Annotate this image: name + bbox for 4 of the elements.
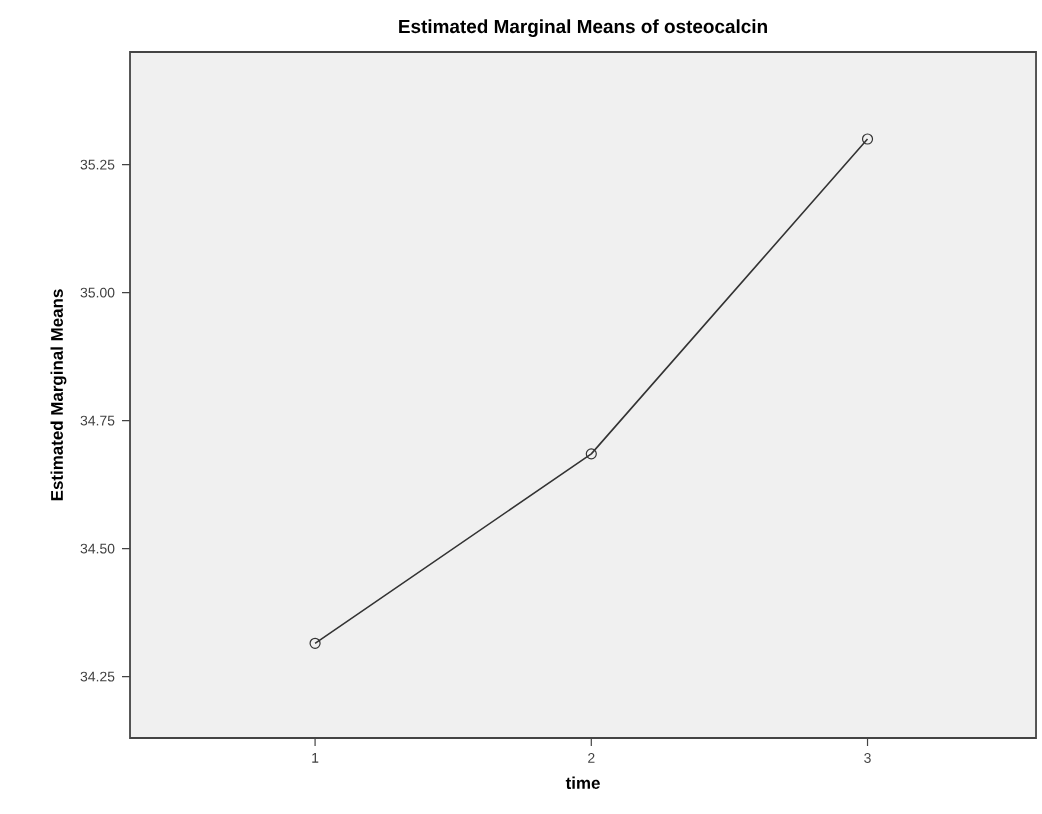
y-axis-title: Estimated Marginal Means [50,289,67,501]
point [585,448,597,460]
chart-title: Estimated Marginal Means of osteocalcin [399,19,767,37]
x-axis-title: time [565,776,600,790]
